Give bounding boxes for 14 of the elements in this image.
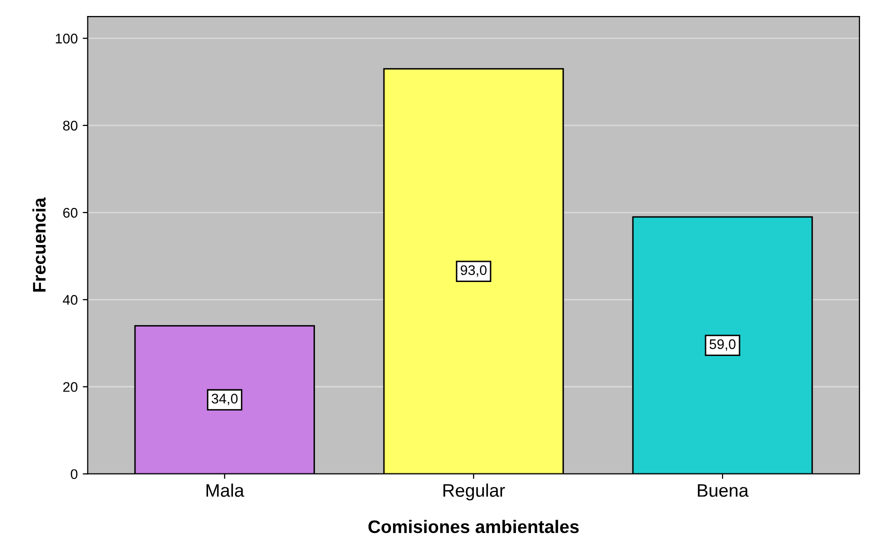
data-label: 93,0 bbox=[460, 265, 487, 277]
y-tick-label: 60 bbox=[63, 208, 78, 218]
y-axis-title: Frecuencia bbox=[32, 197, 46, 292]
data-label: 59,0 bbox=[710, 339, 736, 351]
y-tick-label: 100 bbox=[56, 34, 78, 44]
data-label: 34,0 bbox=[212, 394, 238, 406]
y-tick-label: 0 bbox=[70, 469, 78, 480]
x-tick-label: Mala bbox=[206, 484, 244, 497]
x-tick-label: Buena bbox=[698, 484, 749, 497]
y-tick-label: 80 bbox=[63, 120, 78, 131]
y-tick-label: 20 bbox=[63, 382, 78, 392]
x-tick-label: Regular bbox=[443, 484, 505, 500]
x-axis-title: Comisiones ambientales bbox=[368, 520, 579, 534]
y-tick-label: 40 bbox=[62, 294, 78, 305]
